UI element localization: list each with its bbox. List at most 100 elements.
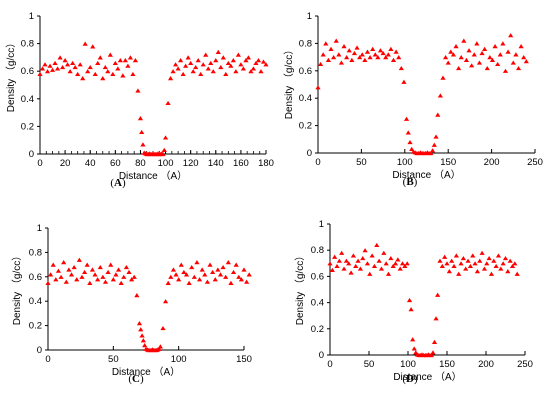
data-point xyxy=(123,264,129,270)
data-point xyxy=(493,263,499,269)
data-point xyxy=(215,49,221,54)
data-point xyxy=(82,41,88,46)
data-point xyxy=(502,68,509,73)
data-point xyxy=(60,64,66,70)
x-tick-label: 0 xyxy=(327,359,332,370)
panel-label: (B) xyxy=(403,176,418,188)
data-point xyxy=(500,261,506,266)
data-point xyxy=(495,61,501,67)
data-point xyxy=(333,38,339,43)
data-point xyxy=(95,60,101,66)
data-point xyxy=(230,58,236,63)
data-point xyxy=(100,274,106,279)
x-tick-label: 0 xyxy=(315,157,320,168)
data-point xyxy=(388,46,394,51)
data-point xyxy=(202,272,208,277)
data-point xyxy=(341,44,347,49)
data-point xyxy=(367,271,373,276)
data-point xyxy=(450,52,457,57)
data-point xyxy=(258,69,264,74)
data-point xyxy=(54,66,61,71)
data-point xyxy=(343,258,349,263)
data-point xyxy=(474,269,481,274)
data-point xyxy=(397,266,403,271)
data-point xyxy=(178,58,184,63)
data-point xyxy=(500,41,506,46)
data-point xyxy=(451,263,457,269)
data-point xyxy=(508,33,514,38)
data-point xyxy=(476,60,483,65)
data-point xyxy=(53,277,59,282)
data-point xyxy=(512,261,518,266)
y-tick-label: 0.2 xyxy=(311,324,324,335)
data-point xyxy=(484,261,490,266)
data-point xyxy=(255,58,262,63)
data-point xyxy=(374,242,380,248)
data-point xyxy=(92,272,98,277)
data-point xyxy=(233,262,239,267)
y-axis-label: Density （g/cc） xyxy=(5,38,17,112)
data-point xyxy=(215,267,221,272)
data-point xyxy=(329,267,335,272)
data-point xyxy=(50,262,56,267)
data-point xyxy=(479,50,485,56)
data-point xyxy=(325,57,332,62)
data-point xyxy=(488,271,495,276)
data-point xyxy=(460,255,466,261)
data-point xyxy=(37,71,43,77)
data-point xyxy=(168,274,174,279)
data-point xyxy=(445,60,451,65)
data-point xyxy=(442,55,449,60)
data-point xyxy=(137,116,144,121)
y-tick-label: 0.8 xyxy=(311,245,324,256)
data-point xyxy=(383,55,389,60)
data-point xyxy=(248,69,254,74)
data-point xyxy=(75,71,81,77)
x-tick-label: 160 xyxy=(233,158,249,169)
data-point xyxy=(126,269,132,275)
data-point xyxy=(502,255,509,261)
data-point xyxy=(115,66,121,71)
data-point xyxy=(362,248,368,253)
data-point xyxy=(112,60,118,66)
data-point xyxy=(42,62,48,67)
data-point xyxy=(428,150,434,156)
data-point xyxy=(210,269,216,275)
data-point xyxy=(507,258,513,263)
data-point xyxy=(470,253,476,258)
data-point xyxy=(409,146,415,151)
data-point xyxy=(188,60,194,66)
data-point xyxy=(170,69,176,74)
data-point xyxy=(442,254,448,259)
data-point xyxy=(139,129,145,135)
y-tick-label: 0 xyxy=(29,149,34,160)
data-point xyxy=(349,57,355,62)
data-point xyxy=(448,49,454,54)
y-tick-label: 1 xyxy=(307,11,312,22)
data-point xyxy=(482,46,488,51)
data-point xyxy=(183,272,190,277)
x-tick-label: 80 xyxy=(135,158,146,169)
x-tick-label: 180 xyxy=(258,158,274,169)
data-point xyxy=(71,264,77,270)
data-point xyxy=(79,274,85,279)
data-point xyxy=(435,112,441,117)
data-point xyxy=(45,280,51,285)
x-tick-label: 50 xyxy=(356,157,367,168)
panel-A: 0 20 40 60 80 100 120 140 160 180 0 0.2 0.4 0.6 0.8 1 Di… xyxy=(5,11,274,189)
data-point xyxy=(486,255,492,261)
data-point xyxy=(223,71,229,77)
data-point xyxy=(444,261,450,266)
data-point xyxy=(208,60,214,66)
data-point xyxy=(228,63,234,68)
data-point xyxy=(181,269,187,275)
data-point xyxy=(429,148,436,153)
data-point xyxy=(105,269,111,275)
data-point xyxy=(85,69,91,74)
data-point xyxy=(469,63,475,68)
data-point xyxy=(238,62,244,67)
data-point xyxy=(359,52,365,57)
data-point xyxy=(350,253,356,258)
data-point xyxy=(328,46,334,51)
y-tick-label: 1 xyxy=(319,219,324,230)
